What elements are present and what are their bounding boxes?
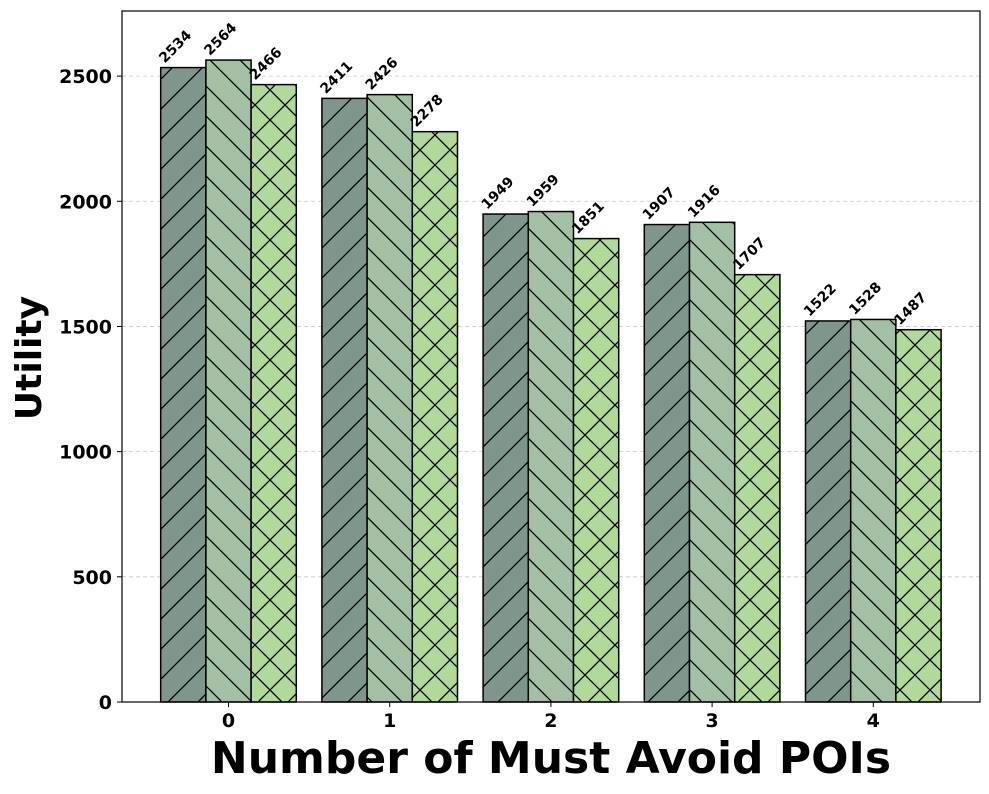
- bar-value-label: 1487: [891, 290, 930, 329]
- axes: 0 500 1000 1500 2000 2500 0 1 2 3 4: [59, 10, 981, 732]
- bar: [572, 237, 620, 703]
- bar: [411, 130, 459, 703]
- x-tick-label: 3: [705, 710, 718, 732]
- bar-value-label: 1707: [730, 235, 769, 274]
- y-tick-label: 2500: [59, 66, 112, 88]
- y-tick-label: 1500: [59, 316, 112, 338]
- x-tick-label: 2: [544, 710, 557, 732]
- bar-value-label: 1959: [524, 171, 563, 210]
- x-tick-label: 0: [222, 710, 235, 732]
- bar: [733, 273, 781, 703]
- y-tick-label: 1000: [59, 442, 112, 464]
- y-axis-title: Utility: [9, 296, 50, 420]
- bar-value-label: 2426: [363, 55, 402, 94]
- x-tick-label: 4: [867, 710, 880, 732]
- bar: [895, 328, 942, 703]
- bar: [366, 93, 414, 703]
- bar-value-label: 2534: [156, 27, 195, 66]
- plot-frame: [121, 10, 981, 703]
- bar: [849, 318, 897, 703]
- y-tick-label: 500: [72, 567, 112, 589]
- bar: [688, 221, 736, 703]
- bar-value-label: 1949: [479, 174, 518, 213]
- y-tick-label: 2000: [59, 191, 112, 213]
- bar: [205, 59, 252, 703]
- bar-value-label: 1851: [569, 199, 608, 238]
- bar-value-label: 1907: [640, 185, 679, 224]
- bar-value-label: 1528: [846, 279, 885, 318]
- bar: [804, 320, 852, 703]
- bar: [482, 213, 530, 703]
- bar-value-label: 2411: [317, 58, 356, 97]
- bar: [527, 210, 575, 703]
- x-tick-label: 1: [383, 710, 396, 732]
- bar: [643, 223, 691, 703]
- bar-value-label: 1522: [801, 281, 840, 320]
- bar: [250, 83, 298, 703]
- bars: [159, 59, 942, 703]
- bar: [321, 97, 368, 703]
- y-tick-label: 0: [99, 692, 112, 714]
- bar-value-label: 2466: [247, 45, 286, 84]
- bar-value-label: 1916: [685, 182, 724, 221]
- bar-value-label: 2278: [408, 92, 447, 131]
- bar: [159, 66, 207, 703]
- x-axis-title: Number of Must Avoid POIs: [211, 733, 891, 784]
- bar-value-label: 2564: [201, 20, 240, 59]
